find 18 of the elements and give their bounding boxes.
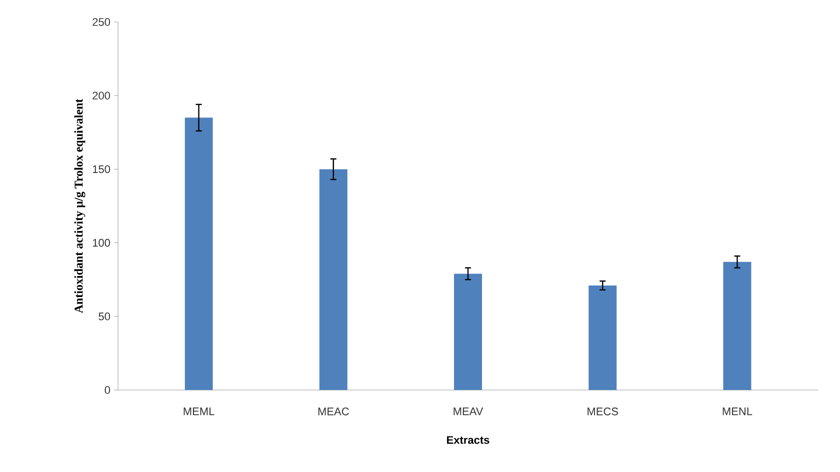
x-tick-label: MEAC: [318, 408, 349, 416]
bar: [184, 118, 213, 390]
x-tick-label: MECS: [588, 408, 618, 416]
y-tick-label: 100: [92, 238, 110, 247]
bar: [319, 169, 348, 390]
y-tick-label: 150: [92, 165, 110, 174]
x-tick-label: MENL: [722, 408, 752, 416]
x-tick-label: MEML: [184, 408, 214, 416]
x-axis-title: Extracts: [447, 436, 490, 444]
y-axis-title: Antioxidant activity µ/g Trolox equivalent: [74, 98, 86, 314]
bar: [454, 274, 482, 390]
y-tick-label: 250: [92, 18, 110, 26]
y-tick-label: 50: [98, 312, 110, 320]
bar: [588, 285, 617, 390]
y-tick-label: 0: [104, 386, 110, 394]
y-tick-label: 200: [92, 92, 110, 100]
x-tick-label: MEAV: [454, 408, 484, 416]
bar: [723, 262, 752, 390]
